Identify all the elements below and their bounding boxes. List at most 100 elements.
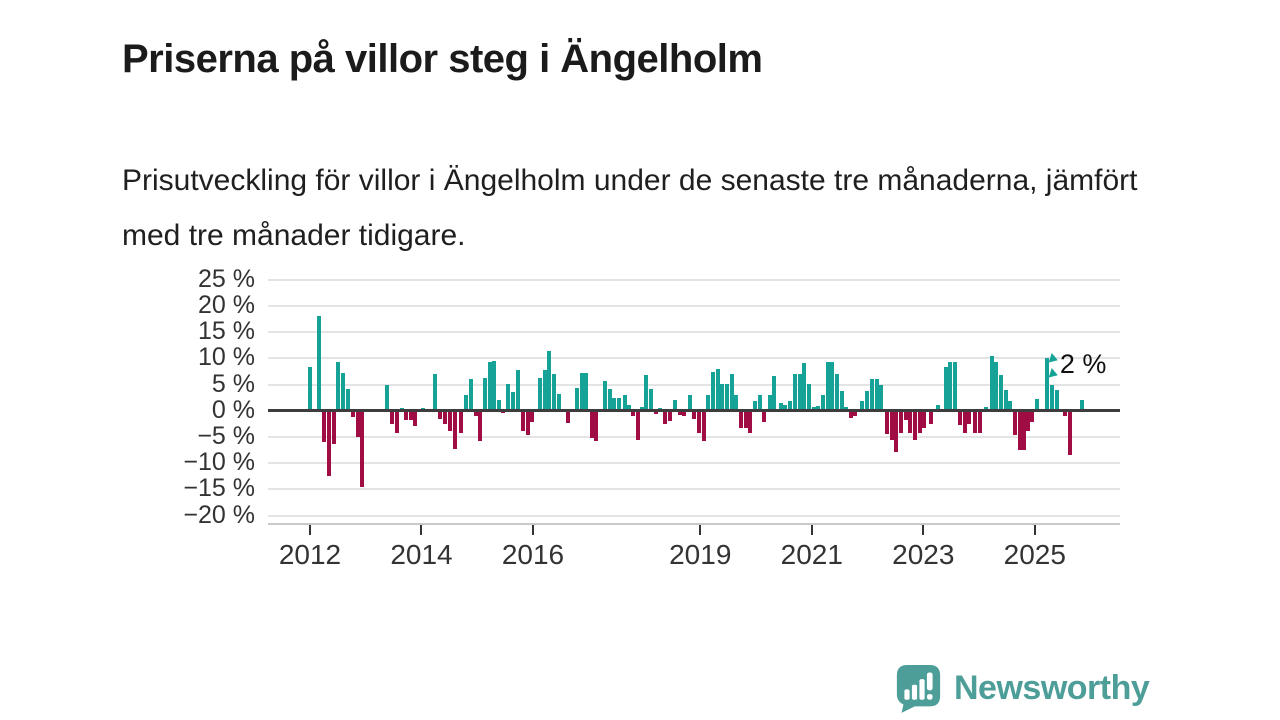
bar <box>335 362 340 411</box>
bar <box>885 410 890 434</box>
bar <box>978 410 983 433</box>
bar <box>321 410 326 443</box>
bar <box>752 400 757 411</box>
bar <box>716 369 721 411</box>
bar <box>743 410 748 429</box>
x-tick-mark <box>420 525 423 535</box>
bar <box>706 394 711 411</box>
x-tick-label: 2012 <box>278 539 342 570</box>
gridline <box>268 436 1120 438</box>
bar <box>663 410 668 425</box>
bar <box>788 400 793 411</box>
x-tick-label: 2023 <box>892 539 955 570</box>
bar <box>875 378 880 411</box>
chart-subtitle: Prisutveckling för villor i Ängelholm un… <box>122 164 1138 252</box>
bar <box>747 410 752 433</box>
bar <box>904 410 908 420</box>
bar <box>590 410 595 439</box>
bar <box>1035 399 1040 411</box>
bar <box>921 410 926 429</box>
bar <box>839 391 844 411</box>
bar <box>767 395 772 411</box>
bar <box>869 378 874 411</box>
bar <box>761 410 766 423</box>
bar <box>623 394 627 411</box>
x-axis-line <box>268 523 1120 525</box>
x-tick-mark <box>1033 525 1036 535</box>
bar <box>779 403 784 411</box>
bar <box>944 367 949 411</box>
bar <box>640 406 645 411</box>
bar <box>688 395 693 411</box>
bar <box>442 410 447 424</box>
bar <box>912 410 917 440</box>
bar <box>432 374 437 411</box>
bar <box>815 405 820 411</box>
bar <box>1026 410 1031 432</box>
bar <box>359 410 364 487</box>
bar <box>538 377 543 411</box>
y-tick-label: −20 % <box>183 500 255 529</box>
y-tick-label: −15 % <box>183 474 255 503</box>
bar <box>307 366 312 411</box>
bar <box>583 373 588 411</box>
gridline <box>268 383 1120 386</box>
bar <box>1030 410 1035 423</box>
latest-value-annotation: 2 % <box>1059 348 1107 379</box>
arrow-triangle-icon <box>1048 367 1060 380</box>
bar <box>929 410 934 424</box>
bar <box>630 410 635 417</box>
bar <box>848 410 853 418</box>
bar <box>607 389 612 411</box>
annotation-arrow-icon <box>1048 352 1060 384</box>
bar <box>566 410 571 424</box>
bar <box>864 390 869 411</box>
x-tick-label: 2014 <box>390 539 453 570</box>
bar <box>730 373 735 411</box>
bar <box>510 392 515 411</box>
bar <box>478 410 483 442</box>
bar <box>757 394 762 411</box>
bar <box>408 410 413 421</box>
x-tick-mark <box>810 525 813 535</box>
bar <box>967 410 971 425</box>
page-title: Priserna på villor steg i Ängelholm <box>122 36 763 81</box>
bar <box>483 377 488 411</box>
bar <box>682 410 687 417</box>
bar <box>552 374 557 411</box>
bar <box>859 400 864 411</box>
bar <box>505 383 510 411</box>
bar <box>394 410 399 434</box>
brand-name: Newsworthy <box>954 668 1150 707</box>
bar <box>547 350 552 411</box>
bar <box>469 379 474 411</box>
bar <box>733 395 738 411</box>
bar <box>973 410 978 433</box>
bar <box>515 370 520 411</box>
gridline <box>268 278 1120 281</box>
bar <box>355 410 360 437</box>
x-tick-label: 2019 <box>669 539 732 570</box>
x-tick-mark <box>308 525 311 535</box>
zero-line <box>268 409 1120 413</box>
bar <box>421 407 426 411</box>
bar <box>989 355 994 411</box>
bar <box>635 410 640 440</box>
bar <box>825 361 830 411</box>
bar <box>668 410 673 422</box>
bar <box>890 410 895 440</box>
bar <box>935 405 940 411</box>
bar <box>963 410 968 433</box>
bar <box>725 384 730 411</box>
bar <box>801 363 806 411</box>
bar <box>611 397 616 411</box>
gridline <box>268 357 1120 360</box>
y-tick-label: 10 % <box>198 343 255 372</box>
bar <box>1050 384 1055 411</box>
bar <box>654 410 659 415</box>
bar <box>1018 410 1023 450</box>
bar <box>720 384 725 411</box>
bar <box>1004 389 1009 411</box>
bar <box>820 394 825 411</box>
bar-chart-exclamation-badge-icon <box>896 664 941 713</box>
